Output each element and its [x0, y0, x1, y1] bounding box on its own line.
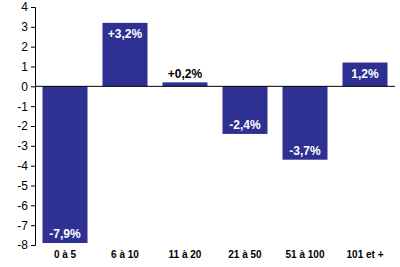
y-tick-mark — [31, 67, 35, 68]
y-tick-mark — [31, 86, 35, 87]
data-label: 1,2% — [351, 67, 379, 81]
y-tick-label: 0 — [21, 80, 28, 94]
y-tick-mark — [31, 106, 35, 107]
y-tick-label: 2 — [21, 40, 28, 54]
y-tick: -2 — [17, 119, 35, 133]
bar — [163, 82, 208, 86]
y-tick-label: 3 — [21, 20, 28, 34]
y-tick-label: 1 — [21, 60, 28, 74]
bars — [43, 23, 388, 243]
y-tick: 3 — [21, 20, 35, 34]
data-label: -2,4% — [229, 118, 261, 132]
y-tick-mark — [31, 245, 35, 246]
x-tick-label: 6 à 10 — [111, 249, 139, 260]
y-tick: -8 — [17, 238, 35, 252]
x-tick: 0 à 5 — [54, 245, 77, 260]
x-tick-label: 11 à 20 — [169, 249, 202, 260]
y-tick-mark — [31, 205, 35, 206]
y-tick-mark — [31, 186, 35, 187]
data-label: +0,2% — [168, 67, 203, 81]
y-tick: -3 — [17, 139, 35, 153]
data-labels: -7,9% +3,2% +0,2% -2,4% -3,7% 1,2% — [49, 27, 379, 241]
y-tick-mark — [31, 126, 35, 127]
x-tick: 6 à 10 — [111, 245, 139, 260]
x-tick-label: 21 à 50 — [228, 249, 262, 260]
plot: -8 -7 -6 -5 -4 -3 -2 -1 0 1 2 3 4 0 à 5 6 à 10 11 à 20 2… — [17, 0, 395, 260]
y-tick: -4 — [17, 159, 35, 173]
data-label: -3,7% — [289, 144, 321, 158]
data-label: -7,9% — [49, 227, 81, 241]
chart: -8 -7 -6 -5 -4 -3 -2 -1 0 1 2 3 4 0 à 5 6 à 10 11 à 20 2… — [0, 0, 400, 267]
bar — [283, 86, 328, 159]
x-tick: 51 à 100 — [286, 245, 325, 260]
y-tick: 2 — [21, 40, 35, 54]
data-label: +3,2% — [108, 27, 143, 41]
bar — [343, 63, 388, 87]
y-tick-label: -4 — [17, 159, 28, 173]
y-axis: -8 -7 -6 -5 -4 -3 -2 -1 0 1 2 3 4 — [17, 0, 35, 252]
y-tick-mark — [31, 47, 35, 48]
y-tick: 4 — [21, 0, 35, 14]
y-tick: -6 — [17, 199, 35, 213]
y-tick: 0 — [21, 80, 35, 94]
y-tick-label: 4 — [21, 0, 28, 14]
y-tick-mark — [31, 166, 35, 167]
y-tick: -1 — [17, 100, 35, 114]
x-tick-label: 51 à 100 — [286, 249, 325, 260]
y-tick: -7 — [17, 219, 35, 233]
y-tick-label: -5 — [17, 179, 28, 193]
x-tick: 101 et + — [347, 245, 384, 260]
y-tick-label: -1 — [17, 100, 28, 114]
y-tick-mark — [31, 27, 35, 28]
y-tick-mark — [31, 7, 35, 8]
y-tick-label: -7 — [17, 219, 28, 233]
x-axis: 0 à 5 6 à 10 11 à 20 21 à 50 51 à 100 101 et … — [54, 245, 384, 260]
y-tick-mark — [31, 225, 35, 226]
zero-line — [35, 86, 395, 87]
x-tick: 21 à 50 — [228, 245, 262, 260]
y-tick-label: -2 — [17, 119, 28, 133]
bar — [43, 86, 88, 243]
x-tick: 11 à 20 — [169, 245, 202, 260]
y-tick-mark — [31, 146, 35, 147]
bar — [223, 86, 268, 134]
y-axis-line — [31, 8, 36, 246]
y-tick: -5 — [17, 179, 35, 193]
y-tick-label: -8 — [17, 238, 28, 252]
x-tick-label: 0 à 5 — [54, 249, 77, 260]
x-tick-label: 101 et + — [347, 249, 384, 260]
y-tick-label: -3 — [17, 139, 28, 153]
bar — [103, 23, 148, 86]
y-tick-label: -6 — [17, 199, 28, 213]
y-tick: 1 — [21, 60, 35, 74]
